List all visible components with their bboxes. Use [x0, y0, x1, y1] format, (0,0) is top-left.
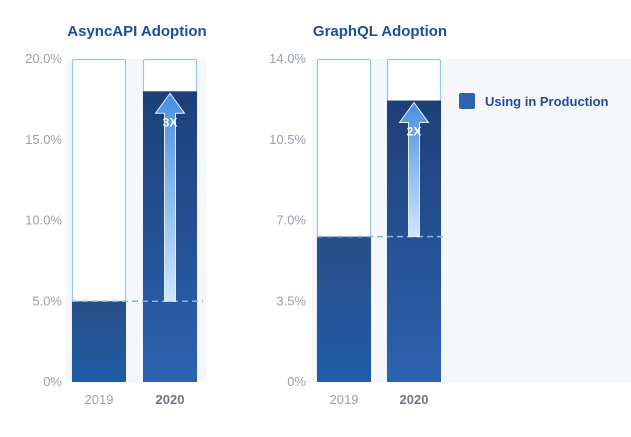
x-tick-label: 2020	[400, 392, 429, 407]
y-tick-label: 15.0%	[25, 132, 62, 147]
growth-multiplier-label: 3X	[163, 115, 178, 129]
y-tick-label: 0%	[43, 374, 62, 389]
x-tick-label: 2019	[85, 392, 114, 407]
chart-title: AsyncAPI Adoption	[67, 23, 206, 40]
growth-arrow-icon	[398, 101, 430, 238]
y-tick-label: 14.0%	[269, 51, 306, 66]
y-tick-label: 10.0%	[25, 213, 62, 228]
chart-title: GraphQL Adoption	[313, 23, 447, 40]
y-tick-label: 10.5%	[269, 132, 306, 147]
legend: Using in Production	[459, 93, 609, 109]
y-tick-label: 7.0%	[276, 213, 306, 228]
y-tick-label: 0%	[287, 374, 306, 389]
legend-label: Using in Production	[485, 94, 609, 109]
chart-graphql: GraphQL Adoption 0% 3.5% 7.0% 10.5% 14.0% 201…	[269, 23, 631, 407]
growth-multiplier-label: 2X	[407, 125, 422, 139]
y-tick-label: 20.0%	[25, 51, 62, 66]
y-tick-label: 3.5%	[276, 293, 306, 308]
x-tick-label: 2020	[156, 392, 185, 407]
square-legend-icon	[459, 93, 475, 109]
x-tick-label: 2019	[330, 392, 359, 407]
growth-arrow-icon	[154, 92, 186, 302]
chart-asyncapi: AsyncAPI Adoption 0% 5.0% 10.0% 15.0% 20.0% 2…	[25, 23, 207, 407]
bar-2019	[317, 236, 371, 382]
bar-2019	[72, 301, 126, 382]
y-tick-label: 5.0%	[32, 293, 62, 308]
